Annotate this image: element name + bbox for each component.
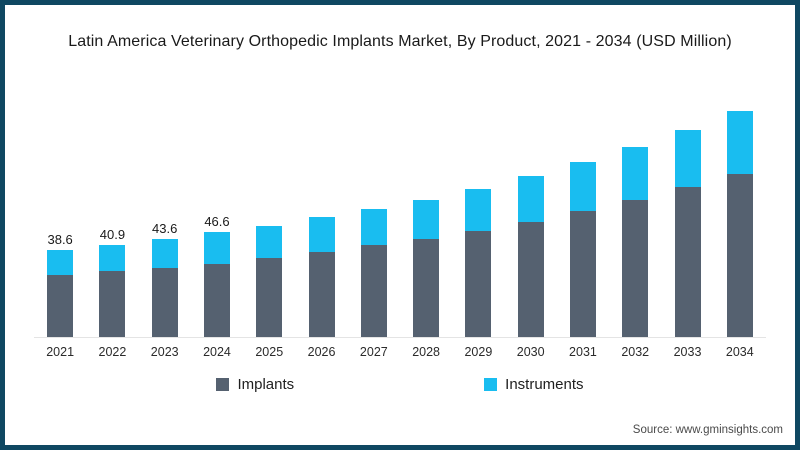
bar-segment-instruments-2027	[360, 208, 387, 246]
bar-group-2028	[400, 5, 452, 337]
bar-segment-implants-2021	[47, 274, 74, 337]
legend-item-implants: Implants	[216, 376, 294, 393]
bar-group-2024: 46.6	[191, 5, 243, 337]
bar-segment-instruments-2024	[203, 232, 230, 264]
bar-group-2023: 43.6	[139, 5, 191, 337]
stacked-bar-2021	[47, 250, 74, 337]
bar-segment-instruments-2021	[47, 250, 74, 275]
legend-label-instruments: Instruments	[505, 376, 584, 393]
implants-swatch-icon	[216, 378, 230, 391]
plot-area: 38.6 40.9 43.6 46.6	[34, 5, 766, 337]
x-axis-label-2029: 2029	[464, 345, 493, 359]
x-axis-label-2026: 2026	[307, 345, 336, 359]
bar-group-2022: 40.9	[86, 5, 138, 337]
stacked-bar-2031	[569, 162, 596, 337]
stacked-bar-2022	[99, 245, 126, 337]
bar-segment-implants-2025	[256, 257, 283, 337]
x-axis-label-2025: 2025	[255, 345, 284, 359]
bar-value-label-2023: 43.6	[152, 220, 178, 236]
bar-segment-instruments-2029	[465, 189, 492, 231]
instruments-swatch-icon	[484, 378, 498, 391]
x-axis-label-2022: 2022	[98, 345, 127, 359]
stacked-bar-2027	[360, 208, 387, 337]
bar-segment-instruments-2026	[308, 217, 335, 253]
x-axis-label-2034: 2034	[725, 345, 754, 359]
bar-segment-instruments-2031	[569, 162, 596, 212]
bar-segment-implants-2027	[360, 245, 387, 337]
bar-segment-instruments-2023	[151, 238, 178, 268]
stacked-bar-2032	[622, 147, 649, 337]
bar-group-2030	[505, 5, 557, 337]
bar-group-2025	[243, 5, 295, 337]
bar-segment-instruments-2032	[622, 147, 649, 201]
bar-segment-implants-2030	[517, 221, 544, 337]
bar-segment-implants-2033	[674, 187, 701, 337]
x-axis-label-2030: 2030	[516, 345, 545, 359]
bar-segment-instruments-2033	[674, 129, 701, 188]
x-axis-label-2021: 2021	[46, 345, 75, 359]
x-axis-label-2032: 2032	[621, 345, 650, 359]
bar-group-2021: 38.6	[34, 5, 86, 337]
x-axis-label-2033: 2033	[673, 345, 702, 359]
bar-segment-instruments-2030	[517, 176, 544, 222]
bar-segment-implants-2023	[151, 267, 178, 337]
bar-value-label-2022: 40.9	[99, 227, 126, 243]
x-axis-label-2031: 2031	[569, 345, 597, 359]
bar-segment-instruments-2022	[99, 245, 126, 272]
bar-segment-instruments-2028	[413, 200, 440, 239]
bar-group-2032	[609, 5, 661, 337]
x-axis-labels: 2021 2022 2023 2024 2025 2026 2027 2028 2029 2030…	[34, 345, 766, 359]
stacked-bar-2034	[726, 110, 753, 337]
bar-segment-implants-2034	[726, 173, 753, 337]
stacked-bar-2024	[203, 232, 230, 337]
bar-segment-implants-2026	[308, 252, 335, 337]
bar-group-2029	[452, 5, 504, 337]
x-axis-label-2028: 2028	[412, 345, 441, 359]
x-axis-label-2023: 2023	[150, 345, 179, 359]
bar-segment-implants-2031	[569, 211, 596, 337]
x-axis-label-2027: 2027	[359, 345, 388, 359]
bar-segment-implants-2022	[99, 271, 126, 337]
stacked-bar-2026	[308, 217, 335, 337]
bar-segment-implants-2029	[465, 230, 492, 337]
bar-group-2033	[661, 5, 713, 337]
bar-segment-implants-2028	[413, 238, 440, 337]
stacked-bar-2028	[413, 200, 440, 337]
bar-value-label-2024: 46.6	[204, 214, 230, 230]
x-axis-label-2024: 2024	[203, 345, 231, 359]
bar-group-2034	[714, 5, 766, 337]
stacked-bar-2029	[465, 189, 492, 337]
bar-group-2031	[557, 5, 609, 337]
bar-segment-instruments-2034	[726, 110, 753, 174]
chart-title: Latin America Veterinary Orthopedic Impl…	[68, 33, 732, 50]
source-text: Source: www.gminsights.com	[632, 424, 783, 436]
bar-group-2027	[348, 5, 400, 337]
bar-segment-implants-2024	[203, 263, 230, 337]
stacked-bar-2023	[151, 238, 178, 337]
bar-segment-implants-2032	[622, 200, 649, 337]
bar-group-2026	[295, 5, 347, 337]
legend: Implants Instruments	[5, 376, 795, 393]
stacked-bar-2025	[256, 226, 283, 337]
x-axis-line	[34, 337, 766, 338]
legend-label-implants: Implants	[237, 376, 295, 393]
bar-segment-instruments-2025	[256, 226, 283, 258]
stacked-bar-2030	[517, 176, 544, 337]
legend-item-instruments: Instruments	[484, 376, 584, 393]
bar-value-label-2021: 38.6	[47, 232, 73, 248]
stacked-bar-2033	[674, 129, 701, 337]
